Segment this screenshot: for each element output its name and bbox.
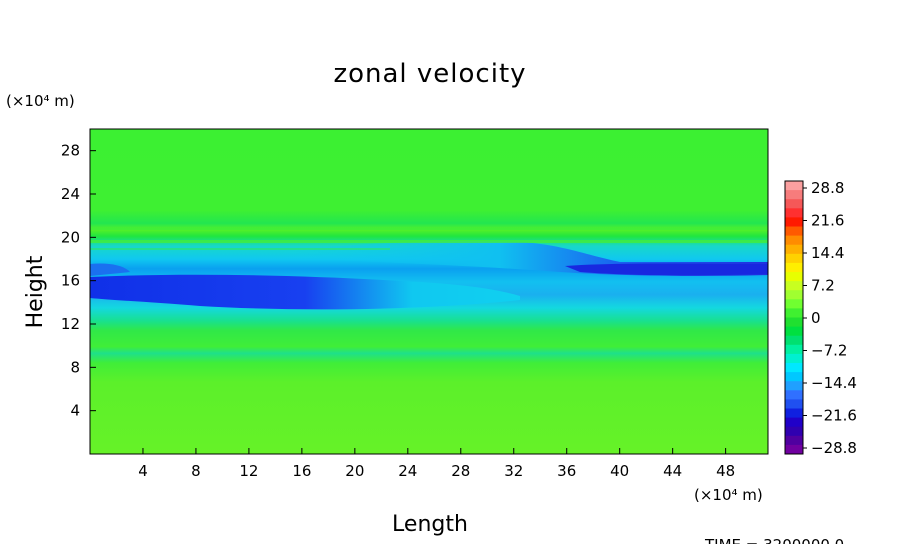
colorbar-swatch xyxy=(785,244,803,255)
colorbar-label: 14.4 xyxy=(811,244,844,262)
colorbar-swatch xyxy=(785,381,803,391)
colorbar-swatch xyxy=(785,208,803,218)
colorbar-swatch xyxy=(785,272,803,282)
streak-2 xyxy=(90,240,768,243)
colorbar-swatch xyxy=(785,235,803,246)
colorbar-swatch xyxy=(785,353,803,364)
y-tick-label: 8 xyxy=(70,358,80,376)
x-tick-label: 40 xyxy=(610,462,629,480)
heatmap-field xyxy=(90,129,768,454)
y-tick-label: 28 xyxy=(61,142,80,160)
colorbar-swatch xyxy=(785,226,803,237)
lower-jet-core xyxy=(90,274,520,310)
x-tick-label: 4 xyxy=(138,462,148,480)
x-tick-label: 24 xyxy=(398,462,417,480)
colorbar-swatch xyxy=(785,363,803,373)
colorbar: 28.8 21.6 14.4 7.2 0 −7.2 −14.4 −21.6 −28.8 xyxy=(784,179,857,457)
colorbar-swatch xyxy=(785,372,803,382)
colorbar-swatch xyxy=(785,308,803,318)
x-tick-label: 48 xyxy=(716,462,735,480)
right-jet-core xyxy=(565,263,768,276)
y-tick-label: 12 xyxy=(61,315,80,333)
colorbar-swatch xyxy=(785,290,803,300)
colorbar-swatch xyxy=(785,317,803,328)
x-axis-unit: (×10⁴ m) xyxy=(694,486,763,504)
colorbar-swatch xyxy=(785,408,803,419)
colorbar-swatch xyxy=(785,190,803,200)
colorbar-label: 7.2 xyxy=(811,277,835,295)
x-tick-label: 20 xyxy=(345,462,364,480)
y-tick-label: 4 xyxy=(70,402,80,420)
colorbar-swatch xyxy=(785,444,803,455)
left-jet-tongue xyxy=(90,263,130,276)
colorbar-swatch xyxy=(785,344,803,355)
colorbar-swatch xyxy=(785,426,803,437)
colorbar-swatch xyxy=(785,217,803,227)
colorbar-swatch xyxy=(785,435,803,446)
colorbar-swatch xyxy=(785,326,803,337)
colorbar-label: −7.2 xyxy=(811,342,847,360)
colorbar-swatch xyxy=(785,199,803,209)
x-axis-label: Length xyxy=(392,512,468,537)
colorbar-swatch xyxy=(785,262,803,273)
colorbar-swatch xyxy=(785,181,803,191)
y-axis-unit: (×10⁴ m) xyxy=(6,92,75,110)
x-tick-label: 12 xyxy=(239,462,258,480)
y-tick-label: 20 xyxy=(61,228,80,246)
x-tick-label: 44 xyxy=(663,462,682,480)
colorbar-label: 21.6 xyxy=(811,212,844,230)
x-tick-label: 36 xyxy=(557,462,576,480)
x-tick-label: 16 xyxy=(292,462,311,480)
colorbar-swatch xyxy=(785,399,803,409)
colorbar-swatch xyxy=(785,390,803,400)
colorbar-label: 0 xyxy=(811,309,821,327)
x-axis-ticks: 4 8 12 16 20 24 28 32 36 40 44 48 xyxy=(138,448,735,480)
colorbar-swatch xyxy=(785,281,803,291)
plot-frame xyxy=(89,128,769,455)
colorbar-label: −28.8 xyxy=(811,439,857,457)
y-axis-ticks: 4 8 12 16 20 24 28 xyxy=(61,142,96,420)
y-tick-label: 16 xyxy=(61,272,80,290)
colorbar-label: −21.6 xyxy=(811,407,857,425)
streak-1 xyxy=(90,228,768,230)
x-tick-label: 32 xyxy=(504,462,523,480)
x-tick-label: 28 xyxy=(451,462,470,480)
colorbar-swatch xyxy=(785,299,803,309)
chart-title: zonal velocity xyxy=(333,59,526,89)
colorbar-swatch xyxy=(785,253,803,264)
colorbar-swatch xyxy=(785,335,803,346)
colorbar-label: −14.4 xyxy=(811,374,857,392)
y-axis-label: Height xyxy=(23,255,48,328)
time-label: TIME = 3200000.0 xyxy=(704,536,844,544)
x-tick-label: 8 xyxy=(191,462,201,480)
colorbar-swatch xyxy=(785,417,803,428)
y-tick-label: 24 xyxy=(61,185,80,203)
colorbar-label: 28.8 xyxy=(811,179,844,197)
streak-3 xyxy=(90,248,390,250)
